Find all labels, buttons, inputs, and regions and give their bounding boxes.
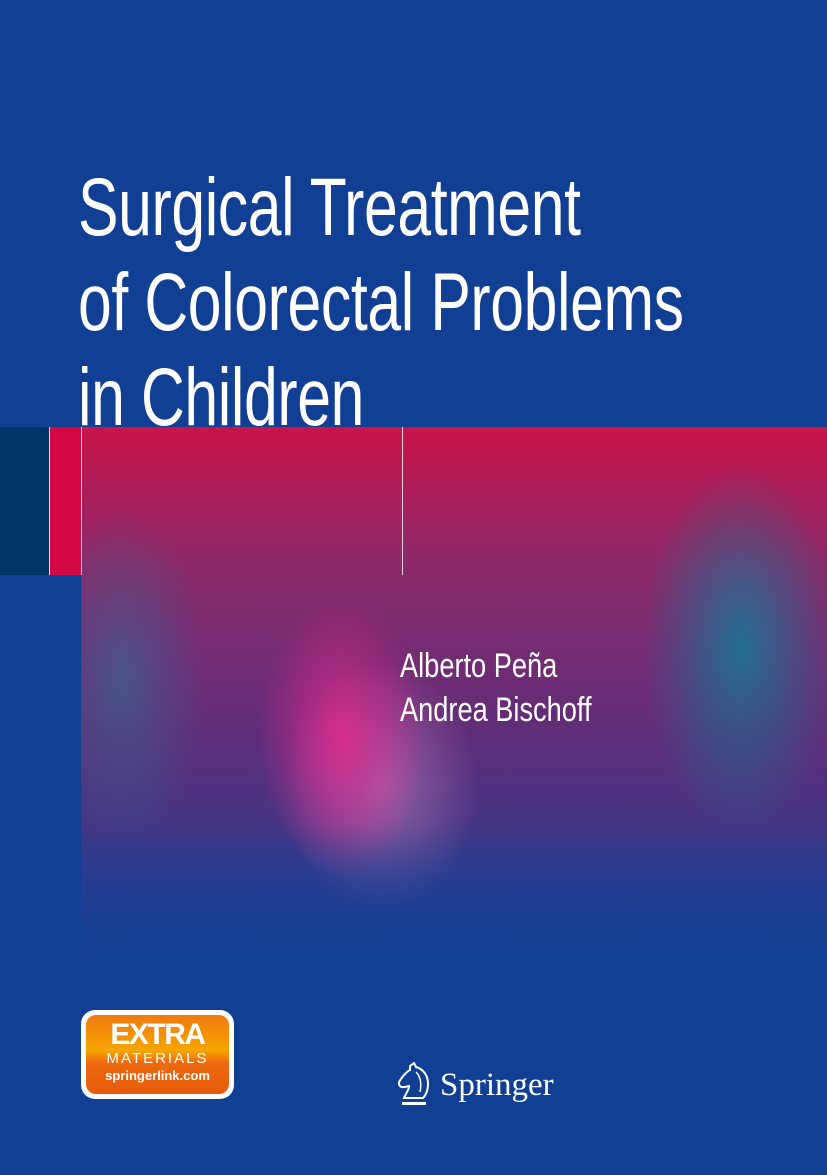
title-line: Surgical Treatment — [78, 162, 581, 253]
knight-horse-icon — [397, 1062, 430, 1105]
publisher-logo: Springer — [396, 1062, 554, 1108]
book-title: Surgical Treatment of Colorectal Problem… — [78, 160, 684, 445]
divider-line — [402, 427, 403, 575]
divider-line — [49, 427, 50, 575]
author-name: Andrea Bischoff — [400, 691, 592, 729]
authors: Alberto Peña Andrea Bischoff — [400, 644, 592, 732]
extra-materials-badge: EXTRA MATERIALS springerlink.com — [81, 1010, 234, 1099]
navy-block — [0, 427, 49, 575]
divider-line — [81, 427, 82, 575]
badge-line: MATERIALS — [106, 1050, 209, 1067]
red-block — [50, 427, 81, 575]
cover-artwork — [81, 427, 827, 987]
publisher-name: Springer — [440, 1066, 554, 1103]
badge-line: EXTRA — [110, 1018, 206, 1051]
author-name: Alberto Peña — [400, 647, 558, 685]
badge-line: springerlink.com — [105, 1068, 210, 1083]
title-line: of Colorectal Problems — [78, 257, 684, 348]
